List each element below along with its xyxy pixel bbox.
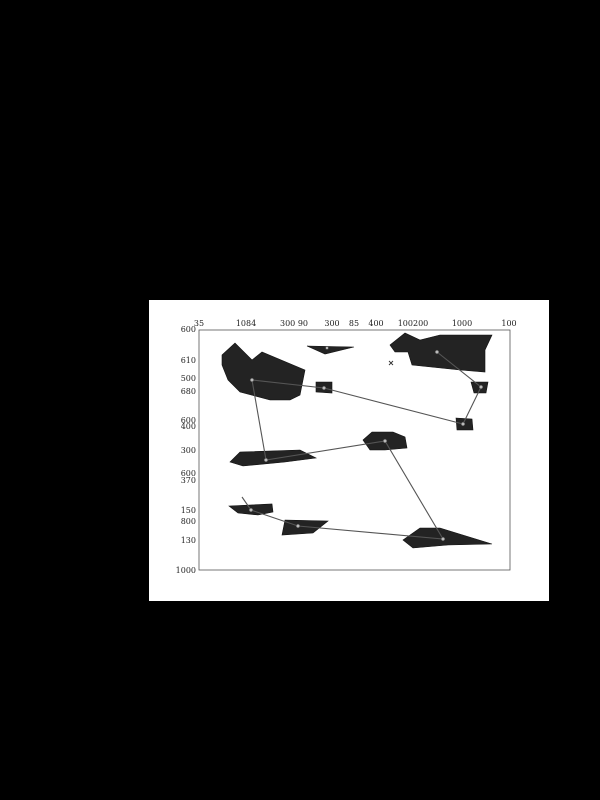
top-label: 400 [368,319,383,328]
plot-frame [198,329,511,571]
left-label: 300 [181,446,196,455]
top-label: 1084 [236,319,256,328]
route-point [263,457,269,463]
shapes [221,332,493,549]
route-point [249,377,255,383]
left-label: 1000 [176,566,196,575]
route-point [460,421,466,427]
route-point [295,523,301,529]
left-label: 610 [181,356,196,365]
left-label: 680 [181,387,196,396]
left-label: 400 [181,422,196,431]
route-point [440,536,446,542]
top-label: 85 [349,319,359,328]
left-label: 600 [181,469,196,478]
marker [388,360,394,366]
route-point [248,507,254,513]
shape [306,345,355,355]
left-label: 800 [181,517,196,526]
panel [149,300,549,601]
top-label: 100 [501,319,516,328]
left-label: 150 [181,506,196,515]
shape [229,449,318,467]
route-point [325,346,329,350]
route-points [248,346,484,542]
top-label: 35 [194,319,204,328]
top-labels: 35 1084 300 90 300 85 400 100200 1000 100 [194,319,517,328]
top-label: 100200 [398,319,429,328]
left-label: 370 [181,476,196,485]
left-label: 600 [181,325,196,334]
route-point [382,438,388,444]
shape [389,332,493,373]
shape [402,527,493,549]
route-point [478,384,484,390]
left-label: 600 [181,416,196,425]
top-label: 300 [324,319,339,328]
left-label: 130 [181,536,196,545]
route-point [321,385,327,391]
shape [281,519,329,536]
top-label: 1000 [452,319,472,328]
shape [221,342,306,401]
top-label: 300 90 [280,319,308,328]
left-label: 500 [181,374,196,383]
route-point [434,349,440,355]
